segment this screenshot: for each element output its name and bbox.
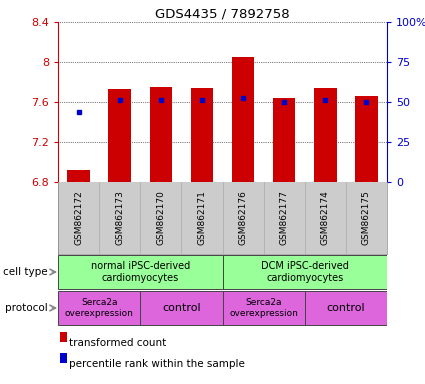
Text: GSM862172: GSM862172 <box>74 190 83 245</box>
Text: GSM862174: GSM862174 <box>321 190 330 245</box>
Bar <box>223 291 305 325</box>
Text: GSM862173: GSM862173 <box>115 190 124 245</box>
Title: GDS4435 / 7892758: GDS4435 / 7892758 <box>155 8 290 21</box>
Bar <box>150 87 172 182</box>
Bar <box>140 291 223 325</box>
Text: protocol: protocol <box>5 303 47 313</box>
Bar <box>108 89 131 182</box>
Text: GSM862175: GSM862175 <box>362 190 371 245</box>
Text: Serca2a
overexpression: Serca2a overexpression <box>65 298 133 318</box>
Bar <box>232 57 255 182</box>
Text: DCM iPSC-derived
cardiomyocytes: DCM iPSC-derived cardiomyocytes <box>261 261 348 283</box>
Text: GSM862177: GSM862177 <box>280 190 289 245</box>
Bar <box>273 98 295 182</box>
Bar <box>305 291 387 325</box>
Text: transformed count: transformed count <box>68 338 166 348</box>
Bar <box>58 291 140 325</box>
Text: Serca2a
overexpression: Serca2a overexpression <box>229 298 298 318</box>
Bar <box>355 96 378 182</box>
Text: cell type: cell type <box>3 267 47 277</box>
Bar <box>67 170 90 182</box>
Text: GSM862176: GSM862176 <box>238 190 247 245</box>
Bar <box>191 88 213 182</box>
Bar <box>314 88 337 182</box>
Text: GSM862170: GSM862170 <box>156 190 165 245</box>
Text: percentile rank within the sample: percentile rank within the sample <box>68 359 244 369</box>
Bar <box>223 255 387 289</box>
Text: normal iPSC-derived
cardiomyocytes: normal iPSC-derived cardiomyocytes <box>91 261 190 283</box>
Bar <box>58 255 223 289</box>
Text: control: control <box>326 303 365 313</box>
Text: GSM862171: GSM862171 <box>198 190 207 245</box>
Text: control: control <box>162 303 201 313</box>
